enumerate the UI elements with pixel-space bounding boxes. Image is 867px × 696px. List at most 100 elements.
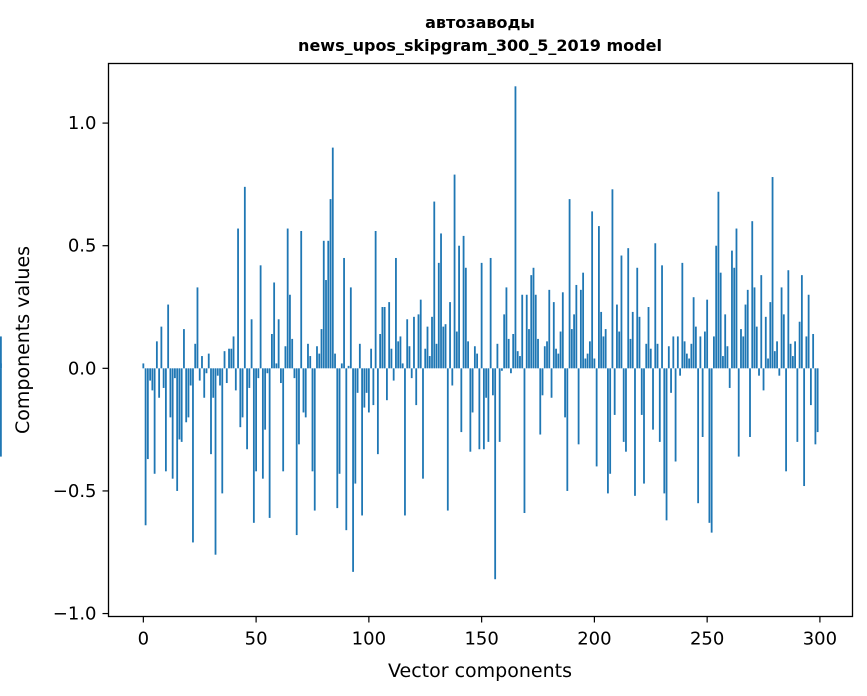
bar-117 xyxy=(406,319,409,369)
bar-204 xyxy=(602,336,605,369)
bar-33 xyxy=(216,368,219,376)
bar-89 xyxy=(343,257,345,369)
bar-219 xyxy=(636,267,639,369)
bar-181 xyxy=(550,368,553,398)
bar-94 xyxy=(354,368,357,484)
bar-167 xyxy=(519,356,521,369)
bar-238 xyxy=(679,368,681,376)
bar-125 xyxy=(424,348,427,369)
bar-137 xyxy=(451,368,454,386)
bar-189 xyxy=(568,199,571,369)
bar-294 xyxy=(805,336,808,369)
bar-278 xyxy=(769,302,772,369)
bar-158 xyxy=(498,368,501,442)
bar-220 xyxy=(638,316,641,369)
bar-247 xyxy=(699,336,702,369)
bar-157 xyxy=(496,343,499,369)
bar-108 xyxy=(386,368,388,401)
bar-192 xyxy=(575,284,578,369)
bar-119 xyxy=(410,368,413,379)
bar-172 xyxy=(530,275,533,369)
bar-62 xyxy=(282,368,285,472)
bar-10 xyxy=(164,368,167,472)
bar-155 xyxy=(492,368,494,396)
bar-154 xyxy=(489,257,492,369)
bar-199 xyxy=(591,211,594,369)
bar-91 xyxy=(347,365,350,369)
bar-86 xyxy=(336,368,339,509)
bar-196 xyxy=(584,358,587,369)
bar-60 xyxy=(277,319,280,369)
bar-241 xyxy=(685,353,688,369)
bar-87 xyxy=(338,368,341,474)
x-tick-label: 250 xyxy=(690,629,724,650)
y-tick-label: 1.0 xyxy=(68,113,97,134)
bar-14 xyxy=(174,368,176,379)
bar-262 xyxy=(733,267,736,369)
bar-20 xyxy=(187,368,190,418)
bar-44 xyxy=(241,368,244,418)
bar-79 xyxy=(320,329,323,369)
bar-169 xyxy=(523,368,526,514)
bar-223 xyxy=(645,343,648,369)
bar-287 xyxy=(789,343,792,369)
bar-103 xyxy=(374,230,377,369)
bar-211 xyxy=(618,331,621,369)
bar-205 xyxy=(604,329,607,369)
bar-156 xyxy=(494,368,497,580)
bar-214 xyxy=(625,368,627,452)
bar-151 xyxy=(482,368,485,450)
bar-186 xyxy=(561,292,564,369)
bar-289 xyxy=(794,341,796,369)
bar-51 xyxy=(257,368,260,379)
bar-258 xyxy=(724,314,727,369)
bar-54 xyxy=(264,368,267,430)
bar-255 xyxy=(717,191,720,369)
bar-40 xyxy=(232,336,235,369)
bar-115 xyxy=(401,363,404,369)
bar-267 xyxy=(744,304,747,369)
bar-53 xyxy=(261,368,264,479)
bar-97 xyxy=(361,368,363,516)
bar-72 xyxy=(304,368,307,418)
bar-undefined xyxy=(0,336,2,369)
bar-80 xyxy=(322,240,325,369)
bar-64 xyxy=(286,228,289,369)
bar-50 xyxy=(255,368,257,472)
bar-271 xyxy=(753,287,756,369)
y-tick-label: −0.5 xyxy=(53,481,97,502)
bar-28 xyxy=(205,368,208,374)
bar-276 xyxy=(764,316,767,369)
bar-29 xyxy=(207,353,210,369)
bar-63 xyxy=(284,346,287,369)
bar-134 xyxy=(444,324,447,369)
bar-179 xyxy=(546,341,548,369)
bar-19 xyxy=(185,368,188,423)
bar-82 xyxy=(327,240,330,369)
chart-title: автозаводы xyxy=(425,13,535,32)
bar-180 xyxy=(548,289,551,369)
bar-105 xyxy=(379,333,382,369)
bar-153 xyxy=(487,368,490,442)
bar-52 xyxy=(259,265,262,369)
bar-11 xyxy=(167,304,170,369)
bar-218 xyxy=(634,368,636,496)
bar-101 xyxy=(370,348,373,369)
bar-216 xyxy=(629,338,632,369)
bar-202 xyxy=(598,226,600,369)
bar-281 xyxy=(776,341,778,369)
plot-area-frame xyxy=(107,62,854,618)
bar-100 xyxy=(367,368,370,413)
bar-251 xyxy=(708,368,711,523)
bar-120 xyxy=(413,316,415,369)
bar-67 xyxy=(293,368,296,379)
bar-18 xyxy=(183,329,185,369)
bar-206 xyxy=(607,368,609,494)
bar-74 xyxy=(309,356,312,369)
bar-279 xyxy=(771,177,774,369)
bar-55 xyxy=(266,368,269,374)
bar-240 xyxy=(683,341,686,369)
bar-236 xyxy=(674,368,677,462)
chart-subtitle: news_upos_skipgram_300_5_2019 model xyxy=(298,36,662,55)
